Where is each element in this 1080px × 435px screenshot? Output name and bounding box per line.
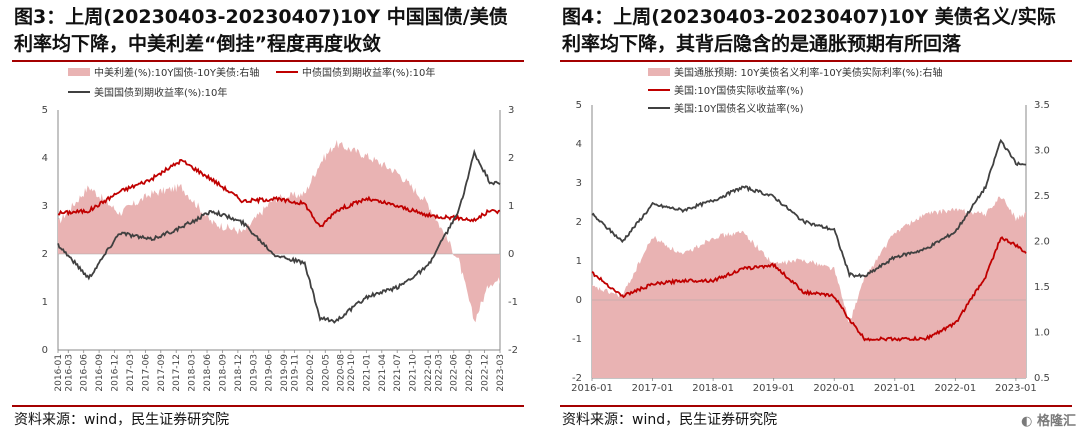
y-tick-label-left: 0 <box>42 345 48 356</box>
x-tick-label: 2023-01 <box>995 383 1037 394</box>
y-tick-label-right: 3.5 <box>1034 100 1050 111</box>
x-tick-label: 2019-03 <box>249 354 259 392</box>
x-tick-label: 2017-09 <box>157 354 167 392</box>
x-tick-label: 2020-02 <box>306 354 316 392</box>
x-tick-label: 2020-01 <box>813 383 855 394</box>
x-tick-label: 2020-08 <box>337 354 347 392</box>
y-tick-label-left: 5 <box>576 100 582 111</box>
y-tick-label-left: 1 <box>42 297 48 308</box>
y-tick-label-left: 3 <box>576 178 582 189</box>
legend-swatch-spread <box>68 68 90 76</box>
source-note: 资料来源：wind，民生证券研究院 <box>14 412 230 428</box>
x-tick-label: 2019-01 <box>753 383 795 394</box>
y-tick-label-left: -2 <box>572 373 582 384</box>
source-rule <box>12 405 524 407</box>
y-tick-label-left: 4 <box>576 139 582 150</box>
legend-label: 中美利差(%):10Y国债-10Y美债:右轴 <box>94 66 259 79</box>
x-tick-label: 2018-06 <box>203 354 213 392</box>
chart-canvas-left: 中美利差(%):10Y国债-10Y美债:右轴 中债国债到期收益率(%):10年美国… <box>42 66 518 392</box>
y-tick-label-right: 2.0 <box>1034 237 1050 248</box>
y-tick-label-left: 2 <box>42 249 48 260</box>
x-tick-label: 2016-12 <box>111 354 121 392</box>
x-tick-label: 2021-10 <box>409 354 419 392</box>
series-area <box>58 139 500 323</box>
chart-panel-right: 图4：上周(20230403-20230407)10Y 美债名义/实际利率均下降… <box>548 0 1080 435</box>
chart-canvas-right: 美国通胀预期: 10Y美债名义利率-10Y美债实际利率(%):右轴美国:10Y国… <box>571 66 1050 394</box>
x-tick-label: 2016-03 <box>64 354 74 392</box>
x-tick-label: 2018-01 <box>692 383 734 394</box>
x-tick-label: 2021-07 <box>393 354 403 392</box>
y-tick-label-right: 2 <box>508 153 514 164</box>
x-tick-label: 2022-01 <box>934 383 976 394</box>
series-line <box>591 138 1027 279</box>
y-tick-label-right: 1.5 <box>1034 282 1050 293</box>
y-tick-label-right: -2 <box>508 345 518 356</box>
x-tick-label: 2018-12 <box>234 354 244 392</box>
watermark-logo: ◐ 格隆汇 <box>1021 414 1076 429</box>
x-tick-label: 2023-03 <box>496 354 506 392</box>
x-tick-label: 2020-10 <box>347 354 357 392</box>
title-rule <box>12 60 524 62</box>
y-tick-label-left: -1 <box>572 334 582 345</box>
x-tick-label: 2017-01 <box>632 383 674 394</box>
legend-label: 美国:10Y国债名义收益率(%) <box>674 102 804 115</box>
y-tick-label-right: 0.5 <box>1034 373 1050 384</box>
x-tick-label: 2022-12 <box>481 354 491 392</box>
x-tick-label: 2022-09 <box>465 354 475 392</box>
legend-label: 美国:10Y国债实际收益率(%) <box>674 84 804 97</box>
y-tick-label-left: 2 <box>576 217 582 228</box>
x-tick-label: 2016-09 <box>95 354 105 392</box>
y-tick-label-right: 3 <box>508 105 514 116</box>
source-note: 资料来源：wind，民生证券研究院 <box>562 412 778 428</box>
legend-label: 中债国债到期收益率(%):10年 <box>302 66 435 79</box>
x-tick-label: 2017-06 <box>141 354 151 392</box>
y-tick-label-right: 2.5 <box>1034 191 1050 202</box>
x-tick-label: 2019-09 <box>280 354 290 392</box>
x-tick-label: 2022-06 <box>450 354 460 392</box>
y-tick-label-right: 3.0 <box>1034 146 1050 157</box>
x-tick-label: 2021-01 <box>362 354 372 392</box>
y-tick-label-left: 1 <box>576 256 582 267</box>
legend-label: 美国国债到期收益率(%):10年 <box>94 86 227 99</box>
x-tick-label: 2022-01 <box>424 354 434 392</box>
x-tick-label: 2017-12 <box>172 354 182 392</box>
x-tick-label: 2018-09 <box>218 354 228 392</box>
y-tick-label-left: 5 <box>42 105 48 116</box>
series-line <box>57 158 501 228</box>
y-tick-label-left: 3 <box>42 201 48 212</box>
chart-title: 图4：上周(20230403-20230407)10Y 美债名义/实际利率均下降… <box>562 6 1056 55</box>
x-tick-label: 2016-06 <box>80 354 90 392</box>
y-tick-label-right: 1.0 <box>1034 328 1050 339</box>
x-tick-label: 2021-01 <box>874 383 916 394</box>
x-tick-label: 2022-03 <box>434 354 444 392</box>
y-tick-label-right: 1 <box>508 201 514 212</box>
title-rule <box>560 60 1072 62</box>
source-rule <box>560 405 1072 407</box>
y-tick-label-left: 4 <box>42 153 48 164</box>
chart-title: 图3：上周(20230403-20230407)10Y 中国国债/美债利率均下降… <box>14 6 508 55</box>
x-tick-label: 2017-03 <box>126 354 136 392</box>
y-tick-label-left: 0 <box>576 295 582 306</box>
y-tick-label-right: 0 <box>508 249 514 260</box>
x-tick-label: 2019-11 <box>290 354 300 392</box>
y-tick-label-right: -1 <box>508 297 518 308</box>
series-line <box>591 236 1027 342</box>
x-tick-label: 2019-06 <box>265 354 275 392</box>
x-tick-label: 2021-04 <box>378 354 388 392</box>
series-area <box>592 196 1026 378</box>
x-tick-label: 2016-01 <box>571 383 613 394</box>
x-tick-label: 2018-03 <box>188 354 198 392</box>
legend-swatch-spread <box>648 68 670 76</box>
legend-label: 美国通胀预期: 10Y美债名义利率-10Y美债实际利率(%):右轴 <box>674 66 943 79</box>
series-line <box>57 148 501 324</box>
x-tick-label: 2016-01 <box>54 354 64 392</box>
chart-panel-left: 图3：上周(20230403-20230407)10Y 中国国债/美债利率均下降… <box>0 0 532 435</box>
x-tick-label: 2020-05 <box>321 354 331 392</box>
